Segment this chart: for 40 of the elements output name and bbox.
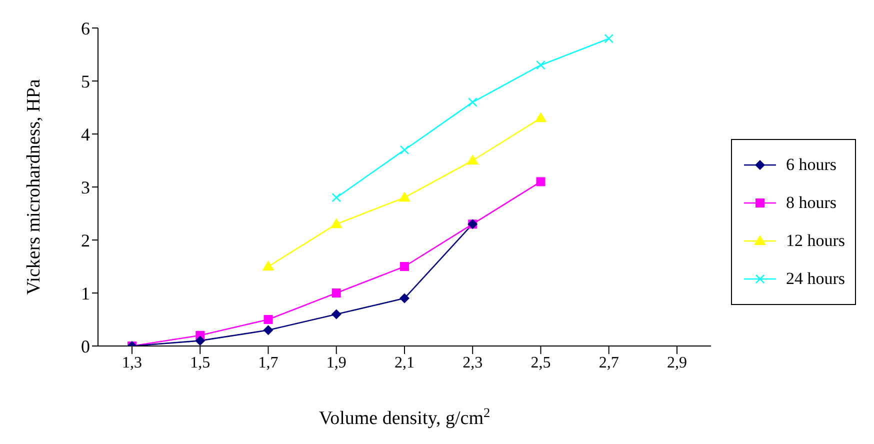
x-tick-label: 1,5 bbox=[190, 354, 210, 372]
point bbox=[466, 154, 479, 164]
x-tick-label: 2,7 bbox=[598, 354, 619, 372]
point bbox=[536, 177, 546, 186]
point bbox=[264, 315, 273, 324]
point bbox=[195, 336, 206, 346]
y-axis-title: Vickers microhardness, HPa bbox=[24, 78, 45, 295]
x-tick-label: 1,7 bbox=[258, 354, 278, 372]
point bbox=[398, 192, 410, 202]
point bbox=[468, 98, 478, 107]
legend-label: 12 hours bbox=[786, 231, 845, 251]
point bbox=[330, 218, 342, 228]
y-tick-label: 1 bbox=[81, 283, 90, 304]
x-tick-label: 2,1 bbox=[394, 354, 414, 372]
y-tick-label: 5 bbox=[81, 71, 90, 92]
y-tick-label: 0 bbox=[81, 336, 90, 356]
x-tick-label: 1,3 bbox=[122, 354, 142, 372]
legend-label: 24 hours bbox=[786, 269, 845, 289]
legend-label: 6 hours bbox=[786, 155, 836, 175]
point bbox=[331, 309, 342, 320]
point bbox=[263, 325, 274, 336]
x-tick-label: 2,3 bbox=[462, 354, 483, 372]
x-tick-label: 2,5 bbox=[530, 354, 551, 372]
y-tick-label: 6 bbox=[81, 18, 90, 38]
y-tick-label: 4 bbox=[81, 124, 90, 144]
point bbox=[604, 34, 614, 44]
y-tick-label: 2 bbox=[81, 230, 90, 250]
legend-label: 8 hours bbox=[786, 193, 836, 213]
point bbox=[400, 145, 410, 155]
point bbox=[400, 262, 409, 271]
point bbox=[332, 192, 342, 202]
x-tick-label: 1,9 bbox=[326, 354, 346, 372]
point bbox=[262, 260, 274, 270]
x-tick-label: 2,9 bbox=[666, 354, 687, 372]
point bbox=[536, 60, 546, 70]
point bbox=[534, 112, 547, 122]
y-tick-label: 3 bbox=[81, 177, 90, 198]
point bbox=[332, 288, 341, 298]
x-axis-title: Volume density, g/cm$^{2}$ bbox=[318, 404, 490, 429]
point bbox=[399, 293, 410, 304]
